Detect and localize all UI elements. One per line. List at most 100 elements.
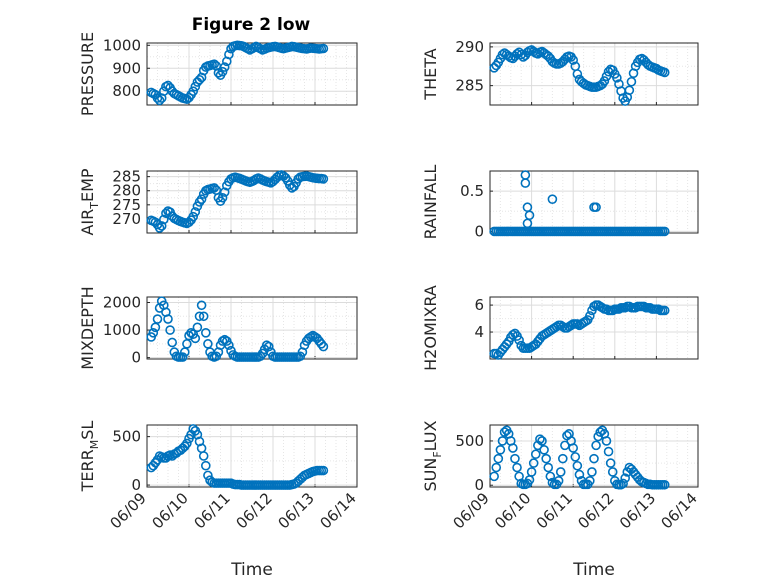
y-axis-label: TERRMSL <box>78 421 101 493</box>
y-tick-label: 0 <box>474 476 484 494</box>
data-point <box>659 305 670 316</box>
data-point <box>591 440 601 451</box>
data-point <box>545 471 556 482</box>
data-point <box>154 95 165 106</box>
data-point <box>495 444 506 455</box>
data-point <box>188 86 198 97</box>
data-point <box>589 453 599 464</box>
y-axis-label: MIXDEPTH <box>78 286 97 369</box>
x-axis-label: Time <box>572 560 615 580</box>
data-point <box>516 49 527 60</box>
data-point <box>528 458 539 468</box>
series-markers <box>146 40 329 106</box>
data-point <box>603 446 614 457</box>
data-point <box>605 458 616 468</box>
data-point <box>585 311 595 321</box>
data-point <box>510 453 520 464</box>
series-markers <box>489 300 670 360</box>
y-tick-label: 270 <box>112 210 141 228</box>
y-tick-label: 4 <box>474 323 484 341</box>
data-point <box>568 55 579 65</box>
y-tick-label: 285 <box>112 168 141 186</box>
series-markers <box>146 424 329 490</box>
data-point <box>196 194 207 204</box>
y-tick-label: 0 <box>131 476 141 494</box>
data-point <box>263 341 274 352</box>
data-point <box>620 473 631 483</box>
data-point <box>318 174 329 184</box>
axis-frame <box>489 424 699 488</box>
data-point <box>539 444 549 455</box>
data-point <box>626 76 637 87</box>
subplot-theta: 285 290 THETA <box>421 38 699 106</box>
data-point <box>219 187 230 197</box>
data-point <box>261 340 272 351</box>
y-axis-label: RAINFALL <box>421 165 440 240</box>
y-tick-label: 2000 <box>103 294 141 312</box>
data-point <box>639 301 649 312</box>
data-point <box>659 479 670 490</box>
data-point <box>224 49 234 60</box>
figure-title: Figure 2 low <box>192 15 311 35</box>
data-point <box>601 436 612 446</box>
y-tick-label: 275 <box>112 196 141 214</box>
data-point <box>198 311 209 322</box>
data-point <box>190 333 201 344</box>
data-point <box>152 314 163 324</box>
data-point <box>547 194 558 204</box>
series-markers <box>489 170 670 237</box>
data-point <box>614 304 624 314</box>
axis-frame <box>146 42 358 106</box>
y-tick-label: 290 <box>455 38 484 56</box>
data-point <box>520 178 531 188</box>
data-point <box>201 328 211 338</box>
data-point <box>219 62 230 72</box>
data-point <box>163 314 173 324</box>
y-tick-label: 500 <box>455 432 484 450</box>
data-point <box>203 470 213 481</box>
data-point <box>201 460 211 471</box>
y-axis-label: SUNFLUX <box>421 420 444 491</box>
data-point <box>526 467 537 477</box>
data-point <box>591 202 601 213</box>
data-point <box>508 443 518 453</box>
data-point <box>255 351 266 362</box>
data-point <box>585 475 595 486</box>
subplot-h2omixra: 4 6 H2OMIXRA <box>421 285 699 371</box>
data-point <box>587 467 597 477</box>
data-point <box>159 214 169 225</box>
data-point <box>154 223 165 233</box>
data-point <box>574 469 585 480</box>
data-point <box>497 49 508 60</box>
data-point <box>198 451 209 461</box>
data-point <box>601 71 612 82</box>
data-point <box>612 73 622 83</box>
y-axis-label: H2OMIXRA <box>421 285 440 371</box>
series-markers <box>146 170 329 233</box>
y-tick-label: 800 <box>112 82 141 100</box>
data-point <box>318 43 329 54</box>
data-point <box>316 339 327 349</box>
y-tick-label: 1000 <box>103 321 141 339</box>
y-axis-label: AIRTEMP <box>78 168 101 235</box>
data-point <box>224 340 234 351</box>
data-point <box>541 453 551 464</box>
y-tick-label: 1000 <box>103 36 141 54</box>
y-tick-label: 0 <box>131 349 141 367</box>
subplot-pressure: 800 900 1000 PRESSURE <box>78 32 358 116</box>
data-point <box>624 85 635 96</box>
data-point <box>508 329 518 340</box>
data-point <box>318 341 329 352</box>
subplot-mixdepth: 0 1000 2000 MIXDEPTH <box>78 286 358 370</box>
data-point <box>555 467 566 477</box>
data-point <box>190 207 201 217</box>
y-tick-label: 0.5 <box>460 182 484 200</box>
data-point <box>177 352 188 362</box>
data-point <box>510 328 520 339</box>
series-markers <box>489 425 670 490</box>
axis-frame <box>489 296 699 360</box>
y-tick-label: 6 <box>474 296 484 314</box>
data-point <box>560 440 570 451</box>
y-tick-label: 285 <box>455 77 484 95</box>
